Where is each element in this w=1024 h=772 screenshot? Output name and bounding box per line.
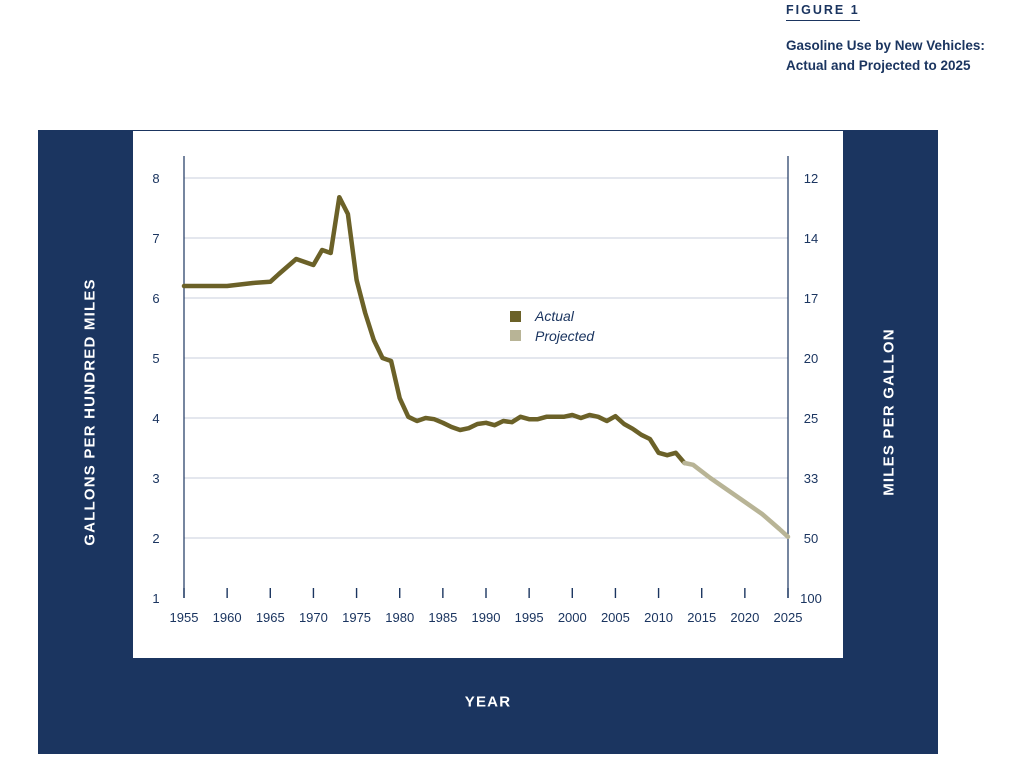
x-tick-label: 1980 <box>385 610 414 625</box>
series-lines <box>181 194 791 540</box>
x-axis-label: YEAR <box>464 693 512 711</box>
x-tick-label: 1975 <box>342 610 371 625</box>
x-tick-label: 1970 <box>299 610 328 625</box>
x-tick-label: 1990 <box>472 610 501 625</box>
x-tick-label: 1995 <box>515 610 544 625</box>
figure-label: FIGURE 1 <box>786 3 860 21</box>
legend-label-actual: Actual <box>534 308 575 324</box>
x-tick-label: 1985 <box>428 610 457 625</box>
legend-swatch-actual <box>510 311 521 322</box>
y-tick-label: 7 <box>152 231 159 246</box>
figure-title-line2: Actual and Projected to 2025 <box>786 58 971 73</box>
y2-tick-label: 100 <box>800 591 822 606</box>
y2-tick-label: 20 <box>804 351 818 366</box>
legend: Actual Projected <box>510 308 595 344</box>
x-tick-label: 2015 <box>687 610 716 625</box>
series-line-actual <box>181 194 687 466</box>
grid-lines <box>184 177 788 539</box>
y-tick-label: 8 <box>152 171 159 186</box>
y-tick-label: 2 <box>152 531 159 546</box>
x-tick-label: 1955 <box>170 610 199 625</box>
x-tick-label: 2020 <box>730 610 759 625</box>
plot-panel <box>133 131 843 658</box>
y2-tick-label: 50 <box>804 531 818 546</box>
legend-label-projected: Projected <box>535 328 595 344</box>
figure-title: Gasoline Use by New Vehicles: Actual and… <box>786 36 1006 76</box>
y-tick-label: 4 <box>152 411 159 426</box>
x-tick-label: 1965 <box>256 610 285 625</box>
y-tick-label: 1 <box>152 591 159 606</box>
y2-tick-label: 25 <box>804 411 818 426</box>
y2-tick-label: 17 <box>804 291 818 306</box>
legend-swatch-projected <box>510 330 521 341</box>
x-tick-label: 2010 <box>644 610 673 625</box>
y-tick-label: 5 <box>152 351 159 366</box>
x-tick-label: 1960 <box>213 610 242 625</box>
y2-tick-label: 12 <box>804 171 818 186</box>
y2-tick-label: 14 <box>804 231 818 246</box>
x-tick-label: 2025 <box>774 610 803 625</box>
y-tick-label: 6 <box>152 291 159 306</box>
y-tick-label: 3 <box>152 471 159 486</box>
x-tick-label: 2005 <box>601 610 630 625</box>
y2-tick-label: 33 <box>804 471 818 486</box>
series-line-projected <box>682 460 791 540</box>
x-tick-label: 2000 <box>558 610 587 625</box>
figure-title-line1: Gasoline Use by New Vehicles: <box>786 38 985 53</box>
